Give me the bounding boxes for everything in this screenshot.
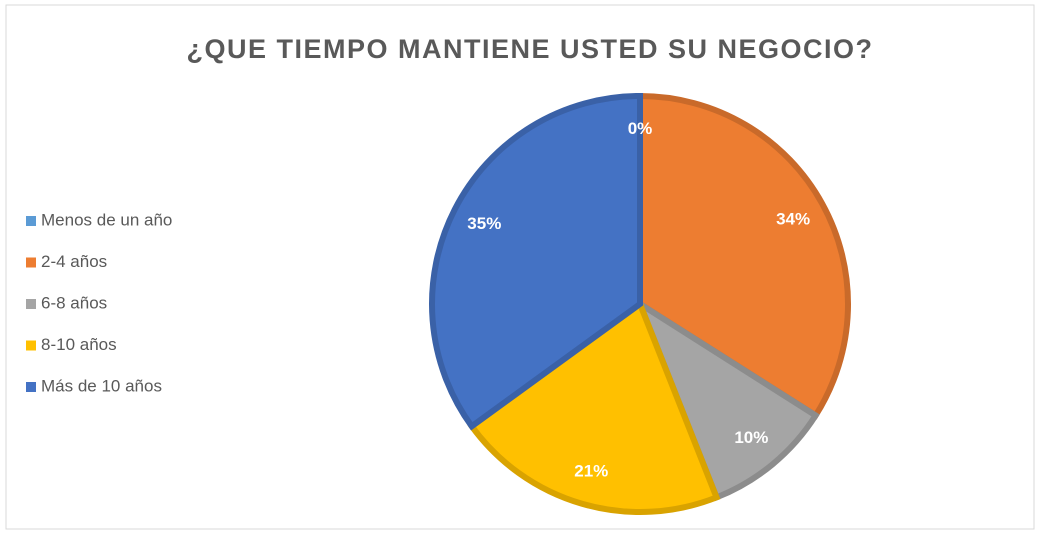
legend-swatch xyxy=(26,257,36,268)
data-label: 34% xyxy=(776,209,810,228)
pie-slice xyxy=(467,299,721,515)
data-label: 10% xyxy=(734,428,768,447)
legend-label: Más de 10 años xyxy=(41,376,162,395)
legend-swatch xyxy=(26,216,36,226)
data-label: 35% xyxy=(467,214,501,233)
legend-swatch xyxy=(26,299,36,309)
legend-label: 6-8 años xyxy=(41,293,107,312)
chart-title: ¿QUE TIEMPO MANTIENE USTED SU NEGOCIO? xyxy=(186,34,873,64)
data-label: 21% xyxy=(574,461,608,480)
legend-swatch xyxy=(26,340,36,351)
legend-swatch xyxy=(26,382,36,392)
pie-slice xyxy=(429,92,643,431)
legend-label: Menos de un año xyxy=(41,210,172,229)
pie-slice xyxy=(633,296,820,502)
legend-label: 8-10 años xyxy=(41,335,117,354)
legend-label: 2-4 años xyxy=(41,252,107,271)
data-label: 0% xyxy=(628,119,653,138)
